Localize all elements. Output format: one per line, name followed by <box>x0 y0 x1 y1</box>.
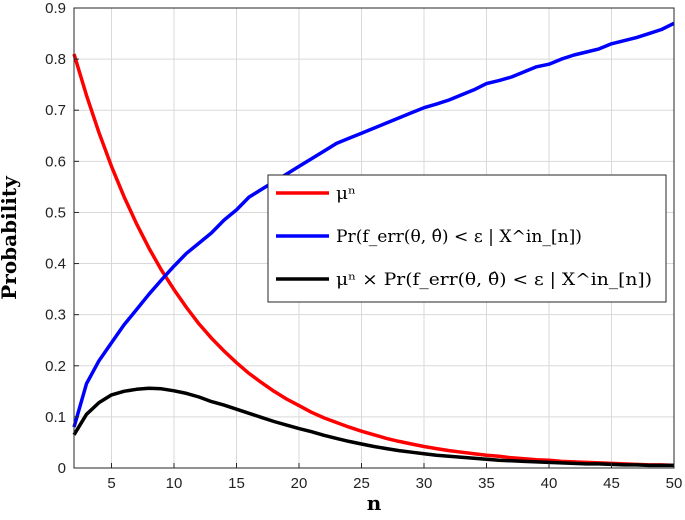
x-tick-label: 20 <box>291 475 308 492</box>
y-tick-label: 0.7 <box>45 102 66 119</box>
y-tick-label: 0.5 <box>45 204 66 221</box>
legend-entry-probability: Pr(f_err(θ, θ̂) < ε | X^in_[n]) <box>336 227 582 247</box>
y-tick-label: 0.3 <box>45 307 66 324</box>
y-tick-label: 0.6 <box>45 153 66 170</box>
x-tick-label: 50 <box>666 475 683 492</box>
series-line-probability <box>72 21 675 428</box>
legend: μⁿ Pr(f_err(θ, θ̂) < ε | X^in_[n]) μⁿ × … <box>267 174 667 303</box>
plot-frame <box>73 7 675 469</box>
series-line-product <box>72 386 674 468</box>
legend-entry-mu-n: μⁿ <box>336 184 356 204</box>
x-tick-label: 45 <box>603 475 620 492</box>
x-tick-label: 30 <box>416 475 433 492</box>
y-axis-label: Probability <box>0 175 21 300</box>
x-axis-ticks: 5 10 15 20 25 30 35 40 45 50 <box>107 463 682 492</box>
x-tick-label: 25 <box>353 475 370 492</box>
y-tick-label: 0.2 <box>45 358 66 375</box>
y-axis-ticks: 0 0.1 0.2 0.3 0.4 0.5 0.6 0.7 0.8 0.9 <box>45 0 79 477</box>
y-tick-label: 0.8 <box>45 51 66 68</box>
x-tick-label: 15 <box>228 475 245 492</box>
legend-entry-product: μⁿ × Pr(f_err(θ, θ̂) < ε | X^in_[n]) <box>336 270 652 290</box>
series-lines <box>72 21 675 468</box>
y-tick-label: 0.1 <box>45 409 66 426</box>
y-tick-label: 0 <box>58 460 66 477</box>
x-tick-label: 5 <box>107 475 115 492</box>
legend-box <box>267 174 667 303</box>
y-tick-label: 0.9 <box>45 0 66 17</box>
x-tick-label: 40 <box>541 475 558 492</box>
x-tick-label: 10 <box>166 475 183 492</box>
x-axis-label: n <box>367 491 382 515</box>
x-tick-label: 35 <box>478 475 495 492</box>
y-tick-label: 0.4 <box>45 256 66 273</box>
